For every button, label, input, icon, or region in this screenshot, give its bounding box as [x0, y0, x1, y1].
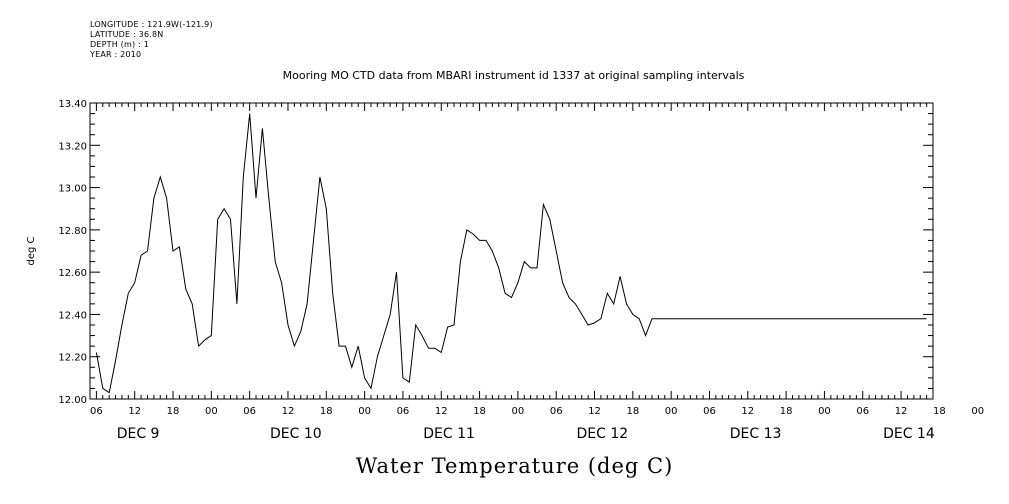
- x-tick-label: 00: [818, 406, 831, 417]
- day-label: DEC 10: [270, 426, 322, 442]
- x-tick-label: 00: [358, 406, 371, 417]
- x-tick-label: 12: [895, 406, 908, 417]
- x-tick-label: 12: [435, 406, 448, 417]
- x-tick-label: 18: [473, 406, 486, 417]
- x-tick-label: 00: [971, 406, 984, 417]
- metadata-block: LONGITUDE : 121.9W(-121.9) LATITUDE : 36…: [90, 20, 213, 60]
- y-tick-label: 13.40: [58, 99, 87, 110]
- chart-title: Mooring MO CTD data from MBARI instrumen…: [282, 69, 745, 82]
- meta-depth: DEPTH (m) : 1: [90, 40, 149, 49]
- x-tick-label: 06: [397, 406, 410, 417]
- y-tick-label: 12.00: [58, 395, 87, 406]
- series-line-0: [95, 113, 927, 394]
- x-tick-label: 12: [741, 406, 754, 417]
- x-tick-label: 18: [933, 406, 946, 417]
- x-tick-label: 00: [205, 406, 218, 417]
- x-tick-label: 06: [550, 406, 563, 417]
- x-tick-label: 00: [512, 406, 525, 417]
- meta-latitude: LATITUDE : 36.8N: [90, 30, 164, 39]
- day-label: DEC 9: [117, 426, 160, 442]
- y-tick-label: 13.20: [58, 141, 87, 152]
- y-tick-label: 12.60: [58, 268, 87, 279]
- day-label: DEC 11: [423, 426, 475, 442]
- y-axis-label: deg C: [26, 236, 37, 265]
- meta-longitude: LONGITUDE : 121.9W(-121.9): [90, 20, 213, 29]
- y-tick-label: 12.20: [58, 353, 87, 364]
- x-tick-label: 06: [90, 406, 103, 417]
- x-tick-label: 06: [856, 406, 869, 417]
- x-tick-label: 18: [167, 406, 180, 417]
- x-tick-label: 00: [665, 406, 678, 417]
- x-tick-label: 12: [588, 406, 601, 417]
- x-axis-title: Water Temperature (deg C): [355, 454, 674, 478]
- y-tick-label: 13.00: [58, 184, 87, 195]
- day-label: DEC 14: [883, 426, 935, 442]
- y-tick-label: 12.80: [58, 226, 87, 237]
- x-tick-label: 12: [282, 406, 295, 417]
- x-tick-label: 06: [243, 406, 256, 417]
- x-tick-label: 12: [128, 406, 141, 417]
- x-tick-label: 06: [703, 406, 716, 417]
- x-tick-label: 18: [780, 406, 793, 417]
- x-tick-label: 18: [320, 406, 333, 417]
- x-tick-label: 18: [626, 406, 639, 417]
- meta-year: YEAR : 2010: [90, 50, 142, 59]
- y-tick-label: 12.40: [58, 310, 87, 321]
- day-label: DEC 13: [730, 426, 782, 442]
- day-label: DEC 12: [577, 426, 629, 442]
